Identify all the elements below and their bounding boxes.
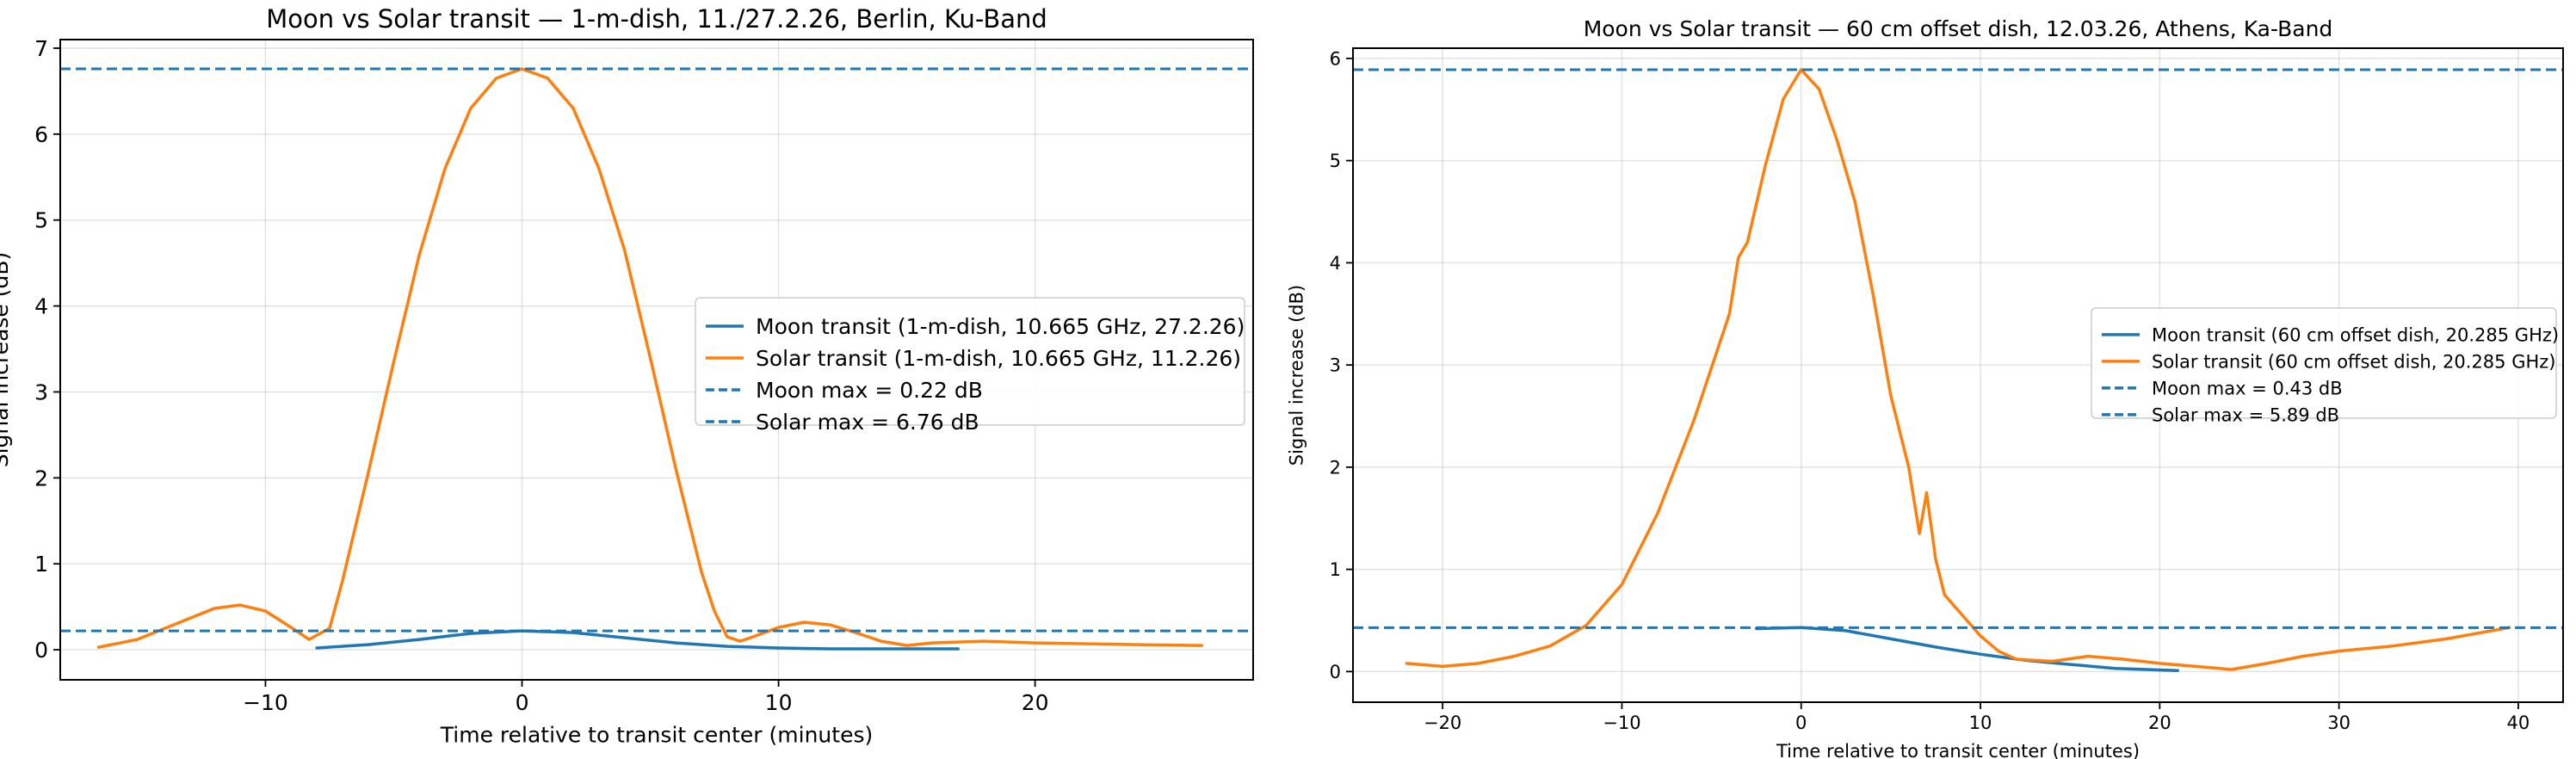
y-tick-label: 4 (34, 294, 48, 319)
legend-frame (2091, 307, 2557, 419)
y-tick-label: 3 (34, 380, 48, 404)
y-tick-label: 1 (34, 552, 48, 577)
y-axis-label: Signal increase (dB) (0, 252, 13, 468)
legend-frame (695, 297, 1245, 426)
series-line (96, 67, 1204, 649)
legend: Moon transit (60 cm offset dish, 20.285 … (2091, 307, 2559, 425)
x-tick-label: 0 (1795, 713, 1807, 733)
legend-entry: Solar max = 5.89 dB (2152, 404, 2339, 425)
legend-entry: Moon max = 0.43 dB (2152, 378, 2343, 398)
y-tick-label: 3 (1330, 355, 1341, 376)
chart-panel-1: −10 0 10 20 0 1 2 3 4 5 6 7 Moon vs Solar transit — … (0, 4, 1254, 748)
y-tick-label: 7 (34, 36, 48, 61)
chart-panel-2: −20 −10 0 10 20 30 40 0 1 2 3 4 5 6 Moon vs Solar tran… (1286, 16, 2564, 759)
legend-entry: Solar transit (60 cm offset dish, 20.285… (2152, 351, 2555, 372)
legend-entry: Solar transit (1-m-dish, 10.665 GHz, 11.… (756, 346, 1241, 371)
series-line (1405, 68, 2511, 671)
y-tick-label: 5 (1330, 151, 1341, 171)
legend-entry: Moon max = 0.22 dB (756, 378, 983, 403)
x-axis-label: Time relative to transit center (minutes… (1776, 741, 2140, 759)
x-tick-label: −10 (1603, 713, 1640, 733)
x-tick-label: 20 (1022, 690, 1049, 715)
x-axis-label: Time relative to transit center (minutes… (440, 723, 873, 748)
series-line (315, 629, 960, 651)
legend: Moon transit (1-m-dish, 10.665 GHz, 27.2… (695, 297, 1245, 435)
y-tick-label: 5 (34, 208, 48, 233)
chart-title: Moon vs Solar transit — 60 cm offset dis… (1584, 16, 2333, 41)
x-tick-label: −10 (243, 690, 288, 715)
y-tick-label: 6 (34, 122, 48, 147)
legend-entry: Moon transit (60 cm offset dish, 20.285 … (2152, 324, 2559, 345)
y-tick-label: 2 (34, 466, 48, 491)
x-tick-label: 0 (516, 690, 529, 715)
y-tick-label: 0 (1330, 662, 1341, 682)
x-tick-label: 10 (1969, 713, 1992, 733)
x-tick-label: 20 (2148, 713, 2171, 733)
x-tick-label: 30 (2327, 713, 2351, 733)
axes-frame (59, 39, 1254, 681)
plot-area (1353, 68, 2563, 672)
series-line (1754, 626, 2179, 672)
y-axis-label: Signal increase (dB) (1286, 285, 1307, 466)
chart-title: Moon vs Solar transit — 1-m-dish, 11./27… (266, 4, 1047, 34)
legend-entry: Moon transit (1-m-dish, 10.665 GHz, 27.2… (756, 314, 1245, 339)
y-tick-label: 1 (1330, 559, 1341, 580)
axes-frame (1352, 47, 2564, 703)
y-tick-label: 6 (1330, 48, 1341, 69)
x-tick-label: 10 (765, 690, 793, 715)
y-tick-label: 0 (34, 638, 48, 663)
legend-entry: Solar max = 6.76 dB (756, 410, 979, 435)
x-tick-label: 40 (2507, 713, 2530, 733)
y-tick-label: 4 (1330, 253, 1341, 274)
y-tick-label: 2 (1330, 457, 1341, 478)
plot-area (60, 67, 1253, 651)
x-tick-label: −20 (1424, 713, 1461, 733)
